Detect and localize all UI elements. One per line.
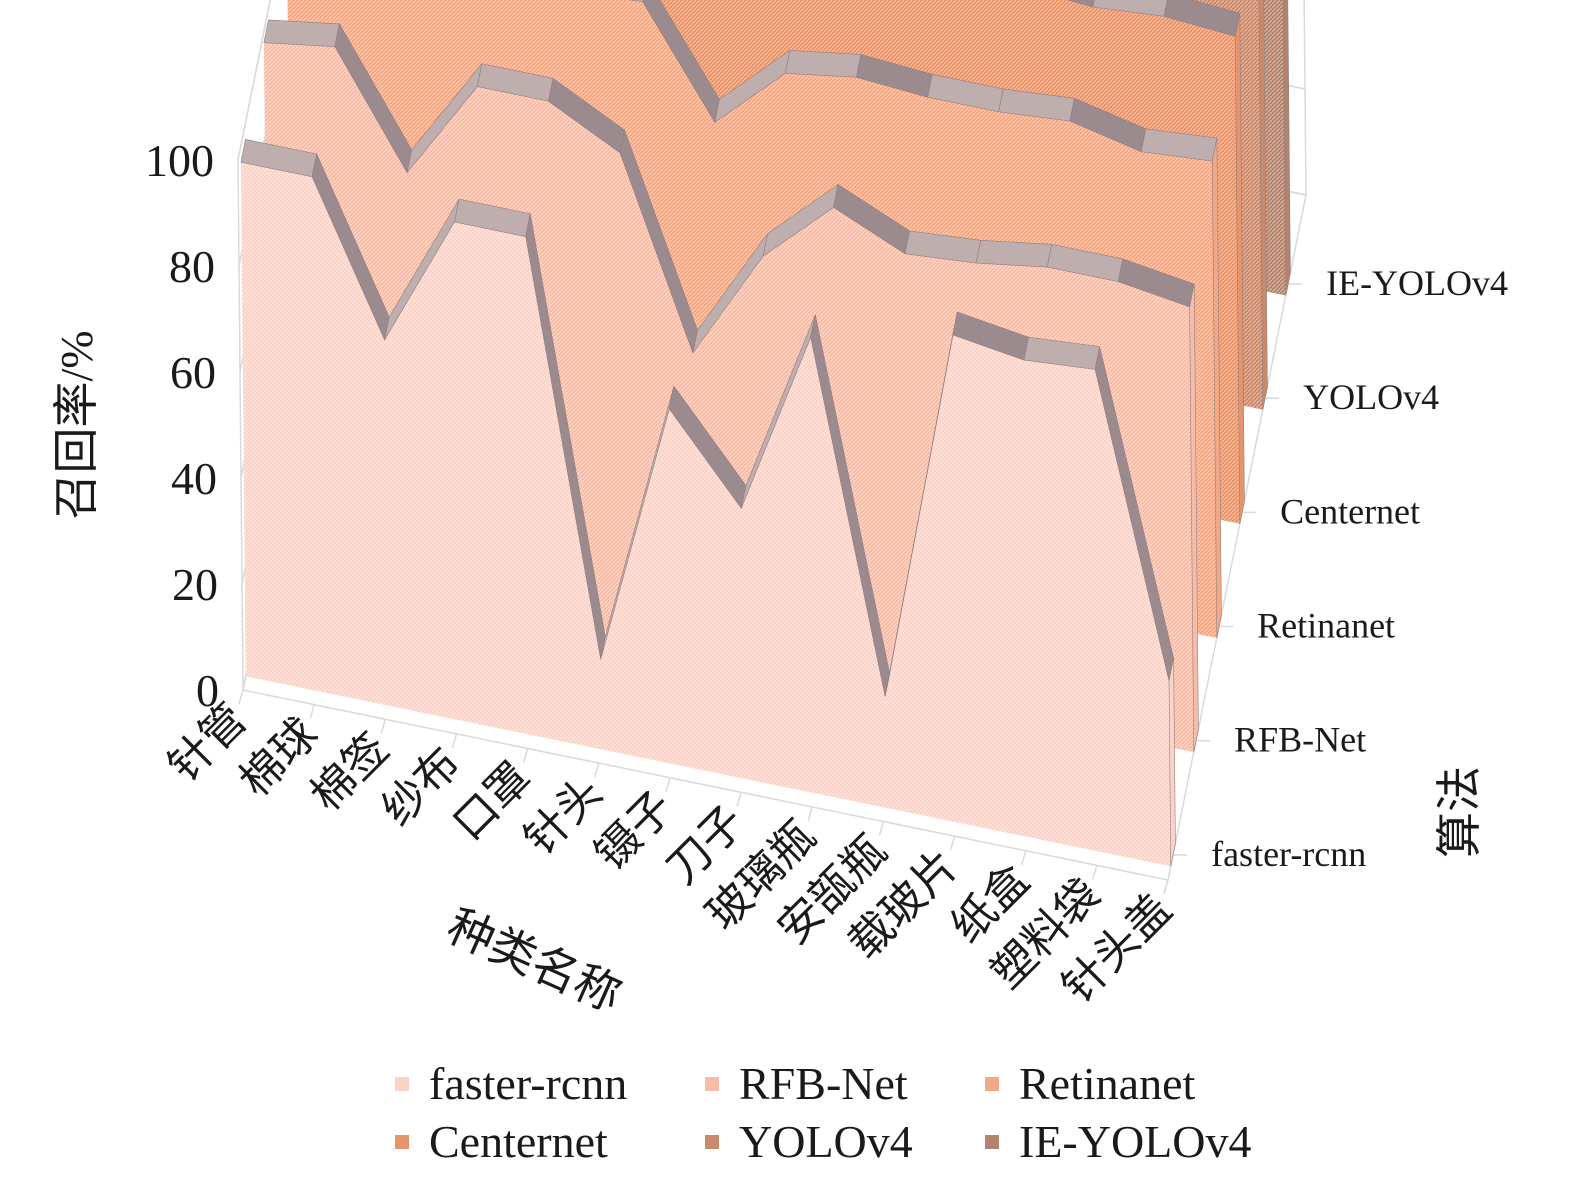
series-end-cap (1189, 284, 1199, 753)
series-edge (975, 239, 1053, 268)
legend-item: Retinanet (985, 1058, 1315, 1110)
series-ribbons (240, 0, 1291, 867)
y-tick-label: 0 (196, 665, 219, 716)
series-edge (784, 50, 862, 78)
series-end-cap (1168, 657, 1176, 867)
series-end-cap (1211, 138, 1222, 639)
legend-label: Centernet (429, 1116, 608, 1167)
series-edge (1066, 0, 1095, 8)
y-tick-label: 60 (170, 347, 216, 398)
legend-label: RFB-Net (739, 1058, 908, 1109)
x-tick (238, 689, 244, 705)
legend-item: Centernet (395, 1116, 705, 1168)
z-tick-label: RFB-Net (1234, 720, 1366, 760)
x-tick (594, 762, 600, 778)
series-faster-rcnn (240, 139, 1176, 867)
x-tick (309, 704, 315, 719)
z-tick-label: Retinanet (1257, 606, 1395, 646)
legend-swatch (705, 1077, 719, 1091)
z-tick-label: faster-rcnn (1211, 834, 1366, 874)
x-tick (380, 718, 387, 734)
legend-swatch (985, 1077, 999, 1091)
x-tick (665, 777, 671, 792)
z-tick-label: IE-YOLOv4 (1326, 263, 1508, 303)
y-tick-label: 40 (171, 453, 217, 504)
series-texture (240, 162, 1171, 867)
series-end-cap (1258, 0, 1268, 410)
z-tick-label: Centernet (1280, 491, 1420, 531)
legend-label: faster-rcnn (429, 1058, 628, 1109)
y-tick-label: 20 (172, 559, 218, 610)
legend-label: Retinanet (1019, 1058, 1196, 1109)
legend: faster-rcnn RFB-Net Retinanet Centernet … (395, 1058, 1355, 1168)
z-axis-title: 算法 (1434, 766, 1485, 858)
legend-item: YOLOv4 (705, 1116, 985, 1168)
series-edge (628, 0, 644, 2)
series-edge (263, 19, 340, 48)
x-axis-title: 种类名称 (440, 900, 629, 1021)
x-tick (522, 748, 529, 763)
x-tick (736, 792, 742, 807)
x-tick (1092, 865, 1098, 880)
legend-swatch (985, 1135, 999, 1149)
legend-item: IE-YOLOv4 (985, 1116, 1315, 1168)
x-tick (878, 821, 885, 836)
legend-swatch (395, 1135, 409, 1149)
legend-item: RFB-Net (705, 1058, 985, 1110)
y-axis-title: 召回率/% (51, 330, 102, 519)
y-tick-label: 80 (169, 241, 215, 292)
legend-label: YOLOv4 (739, 1116, 913, 1167)
x-tick (1020, 850, 1027, 866)
x-tick (807, 806, 813, 822)
series-end-cap (1282, 0, 1291, 296)
x-tick (1163, 879, 1169, 895)
z-tick-label: YOLOv4 (1303, 377, 1439, 417)
y-tick-label: 100 (145, 135, 214, 186)
x-tick (949, 835, 956, 851)
legend-swatch (705, 1135, 719, 1149)
series-edge (1092, 0, 1168, 17)
x-tick (451, 733, 458, 749)
legend-label: IE-YOLOv4 (1019, 1116, 1252, 1167)
legend-item: faster-rcnn (395, 1058, 705, 1110)
series-end-cap (1234, 13, 1245, 524)
legend-swatch (395, 1077, 409, 1091)
